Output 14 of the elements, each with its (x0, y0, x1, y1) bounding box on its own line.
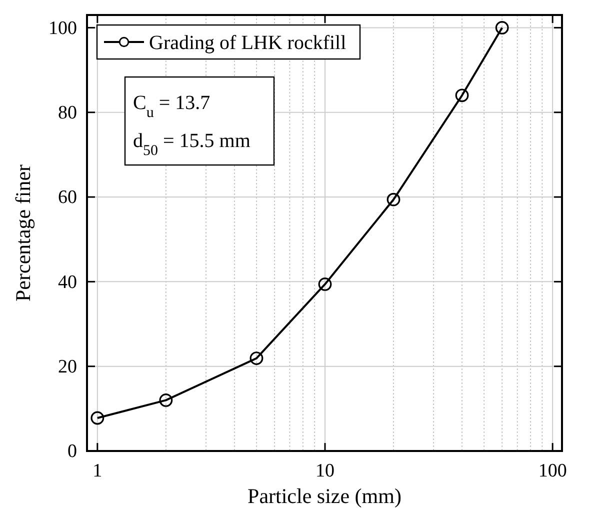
legend-label: Grading of LHK rockfill (149, 32, 347, 54)
annotation: C$_{u}$ = 13.7 (133, 92, 210, 121)
x-tick-label: 100 (538, 460, 567, 482)
y-tick-label: 100 (48, 18, 77, 39)
y-tick-label: 80 (58, 102, 77, 124)
x-tick-label: 10 (315, 460, 334, 482)
y-tick-label: 20 (58, 356, 77, 378)
y-axis-title: Percentage finer (11, 164, 35, 302)
annotation: d$_{50}$ = 15.5 mm (133, 130, 251, 159)
x-axis-title: Particle size (mm) (248, 484, 402, 508)
x-tick-label: 1 (92, 460, 102, 482)
y-tick-label: 60 (58, 187, 77, 208)
y-tick-label: 0 (68, 441, 77, 462)
y-tick-label: 40 (58, 272, 77, 293)
